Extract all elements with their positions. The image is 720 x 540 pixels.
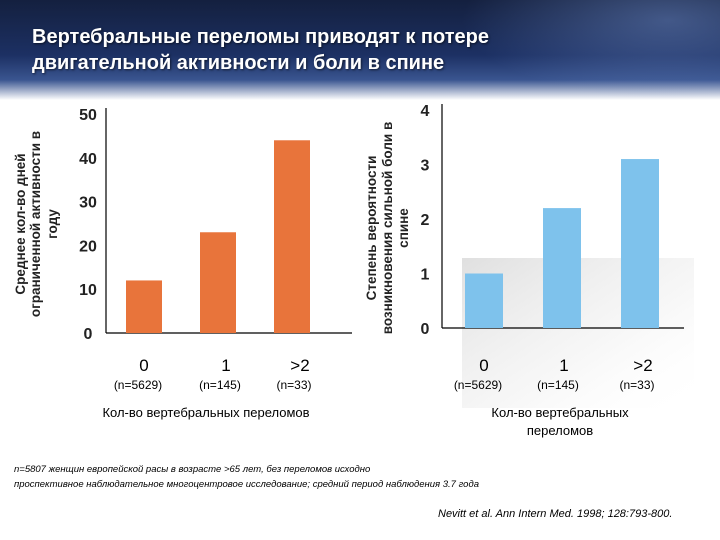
title-line-2: двигательной активности и боли в спине bbox=[32, 52, 445, 74]
chart2-xlabel: Кол-во вертебральных переломов bbox=[440, 404, 680, 440]
chart2-xlabel-line-2: переломов bbox=[526, 423, 594, 438]
chart2-ytick-label: 2 bbox=[421, 212, 430, 229]
chart1-n-label: (n=33) bbox=[276, 378, 311, 392]
slide-header bbox=[0, 0, 720, 100]
footnote-line-1: n=5807 женщин европейской расы в возраст… bbox=[14, 464, 371, 475]
chart1-bar-0 bbox=[126, 280, 162, 333]
chart1-ytick-label: 0 bbox=[84, 326, 93, 343]
chart1-ytick-label: 50 bbox=[79, 107, 97, 124]
chart1-ytick-label: 30 bbox=[79, 195, 97, 212]
chart2-n-label: (n=33) bbox=[619, 378, 654, 392]
chart1-category-label: 0 bbox=[139, 356, 148, 375]
chart2-ylabel-line: спине bbox=[396, 208, 411, 248]
chart1-n-label: (n=5629) bbox=[114, 378, 162, 392]
chart2-n-label: (n=5629) bbox=[454, 378, 502, 392]
chart2-ylabel-line: возникновения сильной боли в bbox=[380, 122, 395, 335]
chart1-bar-2 bbox=[274, 140, 310, 333]
chart2-category-label: >2 bbox=[633, 356, 652, 375]
chart2-ytick-label: 4 bbox=[421, 103, 430, 120]
reference: Nevitt et al. Ann Intern Med. 1998; 128:… bbox=[438, 508, 673, 520]
chart1-category-label: 1 bbox=[221, 356, 230, 375]
footnote-line-2: проспективное наблюдательное многоцентро… bbox=[14, 479, 480, 490]
chart2-ylabel-line: Степень вероятности bbox=[364, 156, 379, 301]
chart1-ytick-label: 20 bbox=[79, 238, 97, 255]
chart2-bar-0 bbox=[465, 273, 503, 328]
chart1-bar-1 bbox=[200, 232, 236, 333]
chart2-n-label: (n=145) bbox=[537, 378, 579, 392]
footnote: n=5807 женщин европейской расы в возраст… bbox=[14, 462, 614, 492]
chart1-n-label: (n=145) bbox=[199, 378, 241, 392]
chart2-ytick-label: 0 bbox=[421, 321, 430, 338]
chart1-ylabel-line: ограниченной активности в bbox=[28, 131, 43, 317]
chart1-xlabel: Кол-во вертебральных переломов bbox=[102, 405, 310, 420]
chart2-ytick-label: 1 bbox=[421, 267, 430, 284]
header-glow bbox=[460, 0, 720, 100]
chart2-bar-1 bbox=[543, 208, 581, 328]
chart1-category-label: >2 bbox=[290, 356, 309, 375]
chart1-ylabel-line: Среднее кол-во дней bbox=[13, 153, 28, 294]
chart2-category-label: 1 bbox=[559, 356, 568, 375]
chart1-ytick-label: 40 bbox=[79, 151, 97, 168]
chart2-bar-2 bbox=[621, 159, 659, 328]
chart1-ylabel-line: году bbox=[45, 209, 60, 239]
slide-title: Вертебральные переломы приводят к потере… bbox=[32, 24, 692, 76]
chart2-ytick-label: 3 bbox=[421, 158, 430, 175]
chart1-ytick-label: 10 bbox=[79, 282, 97, 299]
chart2-xlabel-line-1: Кол-во вертебральных bbox=[491, 405, 629, 420]
chart2-category-label: 0 bbox=[479, 356, 488, 375]
title-line-1: Вертебральные переломы приводят к потере bbox=[32, 26, 489, 48]
